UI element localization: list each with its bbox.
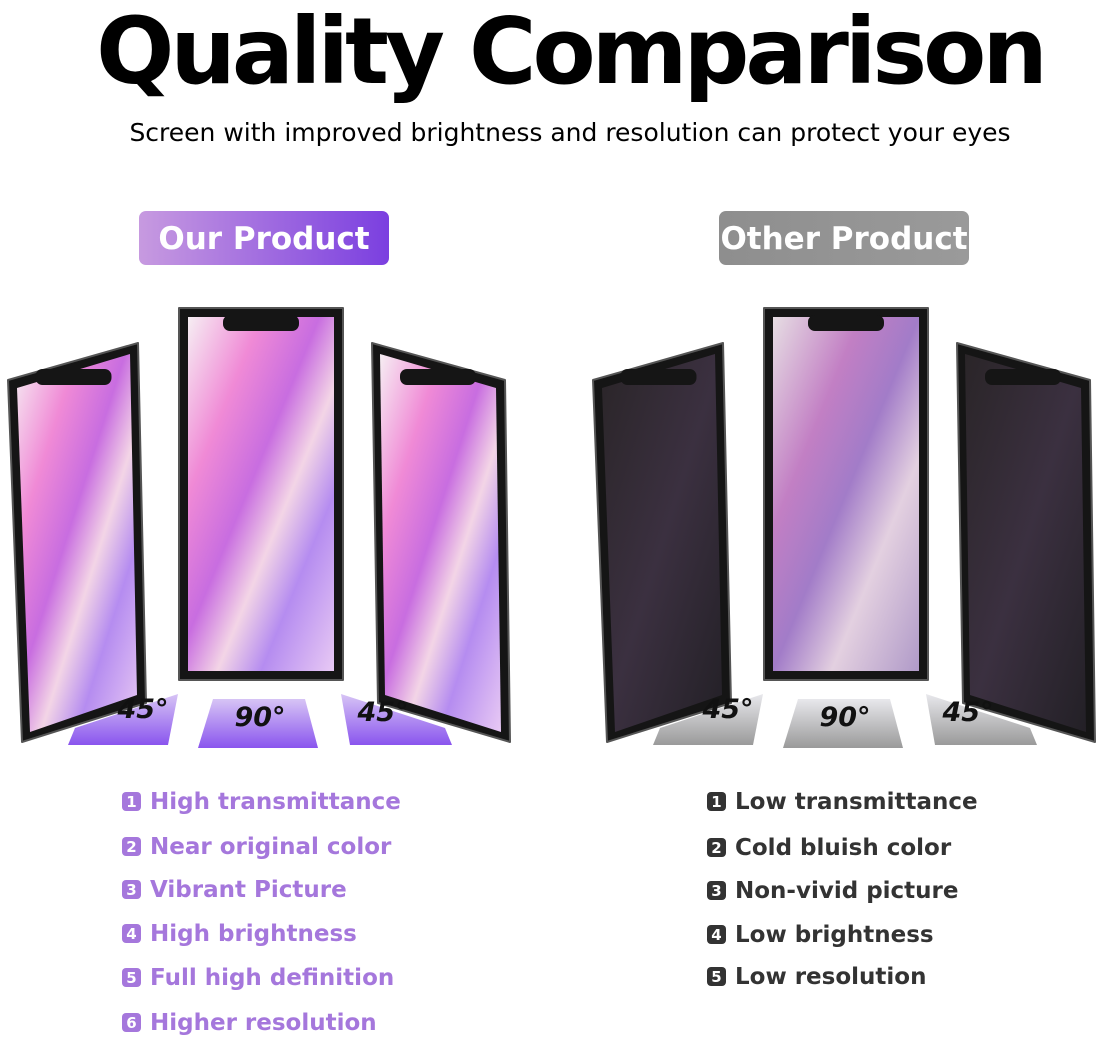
product-column: Other Product 45° 90° 45° 1 Low transmittance… xyxy=(592,211,1096,990)
feature-text: High transmittance xyxy=(150,789,401,815)
subtitle: Screen with improved brightness and reso… xyxy=(129,118,1010,147)
angle-label: 45° xyxy=(701,694,753,725)
phone-screen xyxy=(17,354,137,732)
feature-number: 5 xyxy=(126,969,136,987)
feature-number-badge xyxy=(707,792,726,811)
phone-screen xyxy=(773,317,919,671)
feature-number: 4 xyxy=(126,925,136,943)
feature-number: 3 xyxy=(126,881,136,899)
feature-number-badge xyxy=(122,880,141,899)
phone-screen xyxy=(188,317,334,671)
feature-text: High brightness xyxy=(150,921,357,947)
feature-number: 1 xyxy=(126,793,136,811)
angle-wedge xyxy=(783,699,903,748)
feature-number-badge xyxy=(122,924,141,943)
feature-text: Non-vivid picture xyxy=(735,878,959,904)
feature-number: 5 xyxy=(711,968,721,986)
title: Quality Comparison xyxy=(96,0,1044,105)
angle-wedge xyxy=(341,694,452,745)
angle-label: 45° xyxy=(941,697,993,728)
feature-number-badge xyxy=(707,838,726,857)
angle-label: 45° xyxy=(116,694,168,725)
phone-notch xyxy=(808,315,884,331)
feature-text: Low brightness xyxy=(735,922,934,948)
feature-number-badge xyxy=(122,968,141,987)
feature-number: 6 xyxy=(126,1014,136,1032)
feature-number-badge xyxy=(707,967,726,986)
angle-wedge xyxy=(653,694,763,745)
column-badge xyxy=(719,211,969,265)
feature-number-badge xyxy=(707,925,726,944)
phone-notch xyxy=(400,369,476,385)
feature-text: Low resolution xyxy=(735,964,926,990)
phone-screen xyxy=(380,354,501,732)
feature-number-badge xyxy=(122,1013,141,1032)
feature-text: Full high definition xyxy=(150,965,394,991)
column-badge xyxy=(139,211,389,265)
angle-wedge xyxy=(926,694,1037,745)
phone-notch xyxy=(620,369,697,385)
feature-number: 2 xyxy=(711,839,721,857)
angle-label: 90° xyxy=(819,702,870,733)
feature-number: 3 xyxy=(711,882,721,900)
product-column: Our Product 45° 90° 45° 1 High transmittance 2… xyxy=(7,211,511,1036)
feature-number: 1 xyxy=(711,793,721,811)
feature-text: Near original color xyxy=(150,834,392,860)
feature-text: Higher resolution xyxy=(150,1010,377,1036)
feature-number-badge xyxy=(122,792,141,811)
phone-notch xyxy=(35,369,112,385)
angle-label: 45° xyxy=(356,697,408,728)
angle-wedge xyxy=(68,694,178,745)
column-label: Other Product xyxy=(720,221,967,257)
feature-text: Cold bluish color xyxy=(735,835,952,861)
feature-number-badge xyxy=(707,881,726,900)
feature-text: Vibrant Picture xyxy=(150,877,347,903)
feature-number-badge xyxy=(122,837,141,856)
phone-notch xyxy=(985,369,1061,385)
phone-screen xyxy=(602,354,722,732)
feature-number: 2 xyxy=(126,838,136,856)
feature-text: Low transmittance xyxy=(735,789,978,815)
phone-screen xyxy=(965,354,1086,732)
feature-number: 4 xyxy=(711,926,721,944)
column-label: Our Product xyxy=(158,221,369,257)
angle-wedge xyxy=(198,699,318,748)
phone-notch xyxy=(223,315,299,331)
angle-label: 90° xyxy=(234,702,285,733)
